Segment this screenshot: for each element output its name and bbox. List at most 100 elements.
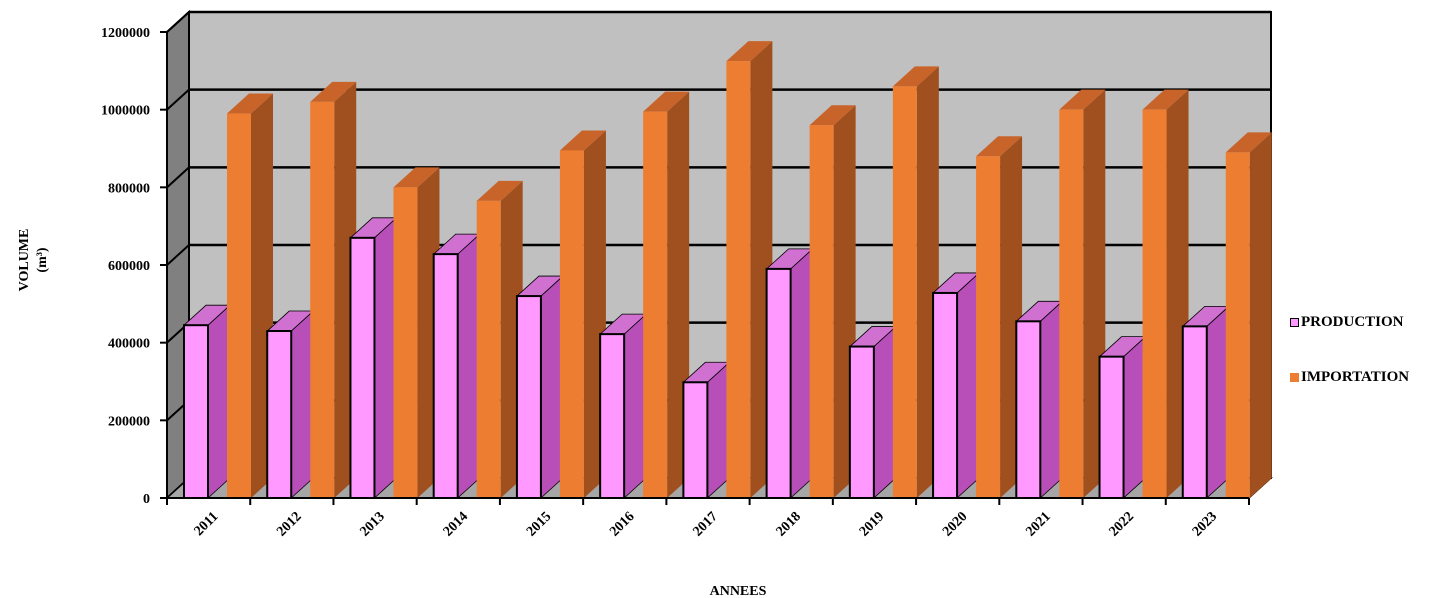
bar-production-2014 (432, 233, 481, 499)
x-tick-label: 2011 (192, 509, 222, 539)
bar-front-face (1142, 109, 1167, 499)
bar-side-face (207, 304, 231, 499)
bar-side-face (374, 216, 397, 499)
y-tick-label: 1200000 (101, 26, 150, 41)
x-tick-label: 2013 (357, 509, 387, 539)
y-tick-label: 400000 (108, 337, 150, 352)
bar-importation-2019 (892, 66, 939, 498)
gridline-side (166, 88, 190, 111)
bar-side-face (290, 310, 314, 499)
x-tick-label: 2022 (1107, 509, 1137, 539)
x-tick-label: 2016 (607, 509, 637, 539)
bar-production-2023 (1181, 305, 1230, 499)
bars (182, 41, 1272, 500)
bar-front-face (1225, 152, 1250, 498)
bar-top-face (643, 91, 690, 112)
bar-front-face (227, 113, 251, 499)
bar-top-face (476, 180, 523, 201)
bar-side-face (1123, 335, 1146, 499)
bar-importation-2014 (476, 180, 523, 499)
bar-front-face (310, 101, 335, 499)
bar-side-face (623, 313, 647, 499)
bar-front-face (1098, 355, 1125, 499)
bar-front-face (892, 86, 917, 498)
bar-front-face (1181, 325, 1208, 499)
x-tick-label: 2023 (1190, 509, 1220, 539)
bar-top-face (227, 93, 273, 114)
bar-side-face (706, 361, 730, 499)
bar-importation-2018 (809, 105, 856, 498)
gridline-side (166, 244, 190, 266)
gridline-side (166, 11, 190, 33)
bar-importation-2022 (1142, 89, 1189, 499)
legend: PRODUCTION IMPORTATION (1290, 312, 1444, 422)
bar-importation-2012 (310, 81, 357, 499)
bar-front-face (393, 187, 418, 499)
bar-front-face (349, 236, 376, 499)
bar-front-face (1015, 320, 1042, 499)
y-tick-label: 600000 (108, 259, 150, 274)
y-tick-label: 200000 (108, 414, 150, 429)
bar-side-face (457, 233, 481, 499)
bar-front-face (726, 61, 751, 498)
x-tick-label: 2014 (441, 509, 471, 539)
bar-top-face (310, 81, 357, 102)
x-tick-labels: 2011 2012 2013 2014 2015 2016 2017 2018 2019 2020… (192, 509, 1221, 539)
x-tick-label: 2018 (774, 509, 804, 539)
bar-front-face (765, 267, 792, 499)
bar-production-2011 (182, 304, 232, 500)
bar-production-2012 (266, 310, 315, 499)
bar-front-face (976, 156, 1001, 498)
bar-importation-2023 (1225, 132, 1272, 498)
bar-importation-2017 (726, 41, 773, 498)
bar-side-face (1249, 132, 1272, 498)
y-tick-label: 1000000 (101, 104, 150, 119)
bar-front-face (848, 345, 875, 499)
x-tick-label: 2019 (857, 509, 887, 539)
x-axis-title: ANNEES (710, 584, 767, 598)
bar-top-face (1225, 132, 1272, 153)
legend-label-importation: IMPORTATION (1301, 368, 1410, 385)
bar-side-face (540, 275, 564, 499)
bar-top-face (559, 130, 606, 151)
bar-top-face (809, 105, 856, 126)
bar-production-2019 (848, 325, 897, 499)
y-axis-unit: (m³) (35, 247, 50, 273)
bar-production-2022 (1098, 335, 1147, 499)
legend-swatch-production (1290, 317, 1299, 327)
bar-production-2020 (932, 272, 981, 499)
bar-front-face (432, 253, 459, 499)
legend-label-production: PRODUCTION (1301, 313, 1404, 330)
bar-front-face (266, 330, 293, 499)
bar-front-face (809, 125, 834, 498)
gridline-side (166, 166, 190, 189)
bar-production-2015 (515, 275, 564, 500)
bar-production-2017 (682, 361, 731, 500)
x-tick-label: 2021 (1023, 509, 1053, 539)
bar-top-face (1059, 89, 1106, 110)
bar-front-face (183, 324, 209, 500)
bar-importation-2015 (559, 130, 606, 499)
bar-production-2018 (765, 247, 814, 499)
bar-front-face (932, 291, 959, 499)
legend-item-importation: IMPORTATION (1290, 367, 1444, 387)
bar-front-face (643, 111, 668, 498)
legend-swatch-importation (1290, 372, 1299, 382)
y-axis-title: VOLUME (17, 229, 32, 292)
x-tick-label: 2012 (274, 509, 304, 539)
bar-production-2016 (599, 313, 648, 499)
y-tick-label: 800000 (108, 181, 150, 196)
bar-side-face (873, 325, 897, 499)
y-tick-labels: 0 200000 400000 600000 800000 1000000 1200000 (101, 26, 150, 507)
bar-production-2013 (349, 216, 398, 499)
axes (160, 31, 1250, 505)
x-tick-label: 2017 (690, 509, 720, 539)
bar-side-face (956, 272, 980, 499)
bar-front-face (476, 200, 501, 499)
bar-importation-2021 (1059, 89, 1106, 499)
bar-importation-2016 (643, 91, 690, 498)
bar-top-face (726, 41, 773, 62)
bar-side-face (1206, 305, 1230, 499)
bar-top-face (393, 167, 440, 188)
